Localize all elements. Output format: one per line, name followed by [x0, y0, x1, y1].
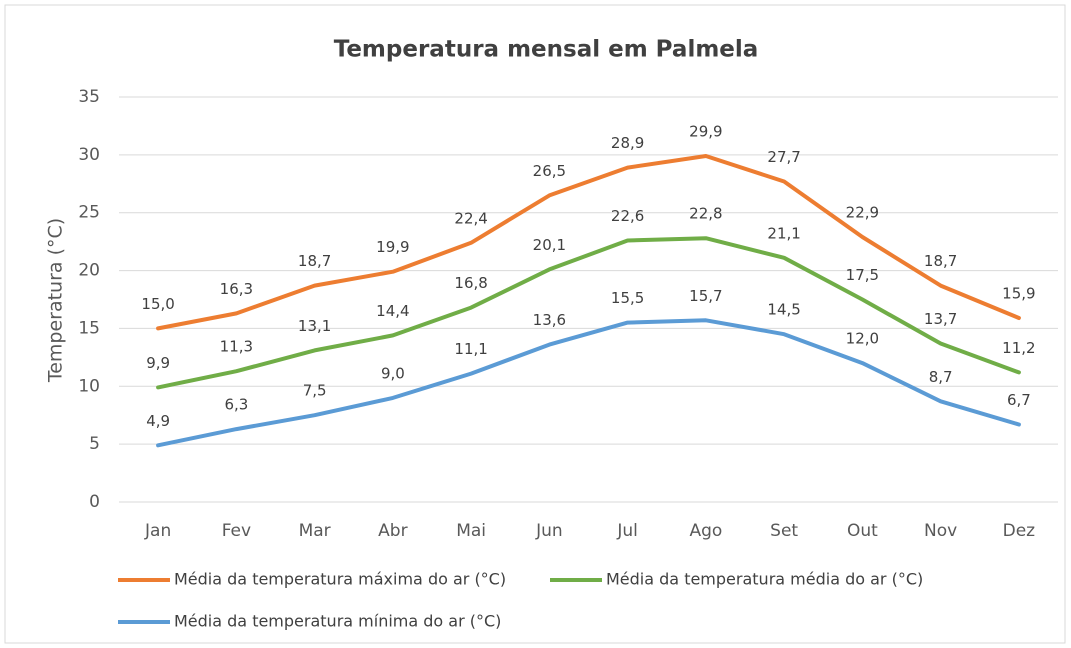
y-axis-label: Temperatura (°C) [45, 218, 67, 383]
data-label: 6,3 [224, 396, 248, 414]
y-tick-label: 10 [78, 376, 100, 396]
data-label: 9,0 [381, 364, 405, 382]
data-label: 14,5 [767, 301, 800, 319]
legend-label: Média da temperatura máxima do ar (°C) [174, 570, 506, 589]
data-label: 13,7 [924, 310, 957, 328]
x-tick-label: Dez [1003, 521, 1036, 541]
x-tick-label: Out [847, 521, 878, 541]
series-line [156, 318, 1021, 448]
data-label: 22,6 [611, 207, 644, 225]
y-tick-label: 20 [78, 261, 100, 281]
data-label: 15,0 [141, 295, 174, 313]
data-label: 22,9 [846, 204, 879, 222]
x-tick-label: Mar [299, 521, 331, 541]
data-label: 13,6 [533, 311, 566, 329]
data-label: 28,9 [611, 134, 644, 152]
data-label: 26,5 [533, 162, 566, 180]
data-label: 13,1 [298, 317, 331, 335]
data-label: 22,8 [689, 205, 722, 223]
data-label: 4,9 [146, 412, 170, 430]
y-tick-label: 30 [78, 145, 100, 165]
data-label: 15,9 [1002, 285, 1035, 303]
data-label: 14,4 [376, 302, 409, 320]
data-label: 19,9 [376, 238, 409, 256]
chart-title: Temperatura mensal em Palmela [334, 37, 759, 63]
legend-label: Média da temperatura mínima do ar (°C) [174, 612, 501, 631]
data-label: 9,9 [146, 354, 170, 372]
data-label: 27,7 [767, 148, 800, 166]
data-label: 12,0 [846, 330, 879, 348]
y-tick-label: 15 [78, 318, 100, 338]
data-label: 20,1 [533, 236, 566, 254]
x-tick-label: Jun [535, 521, 563, 541]
data-label: 21,1 [767, 224, 800, 242]
series-line [156, 154, 1021, 331]
x-tick-label: Jul [616, 521, 638, 541]
y-tick-label: 25 [78, 203, 100, 223]
data-label: 6,7 [1007, 391, 1031, 409]
x-tick-label: Jan [144, 521, 171, 541]
legend-label: Média da temperatura média do ar (°C) [606, 570, 923, 589]
data-label: 16,3 [220, 280, 253, 298]
data-label: 11,3 [220, 338, 253, 356]
x-tick-label: Mai [456, 521, 486, 541]
data-label: 11,1 [454, 340, 487, 358]
data-label: 8,7 [929, 368, 953, 386]
data-label: 7,5 [303, 382, 327, 400]
x-tick-label: Ago [689, 521, 722, 541]
x-tick-label: Set [770, 521, 798, 541]
x-tick-label: Nov [924, 521, 957, 541]
y-tick-label: 35 [78, 87, 100, 107]
x-tick-label: Abr [378, 521, 407, 541]
data-label: 11,2 [1002, 339, 1035, 357]
data-label: 15,5 [611, 289, 644, 307]
y-tick-label: 5 [89, 434, 100, 454]
series-line [156, 236, 1021, 390]
data-label: 29,9 [689, 123, 722, 141]
data-label: 18,7 [298, 252, 331, 270]
y-tick-label: 0 [89, 492, 100, 512]
x-tick-label: Fev [222, 521, 251, 541]
data-label: 18,7 [924, 252, 957, 270]
data-label: 22,4 [454, 209, 487, 227]
data-label: 17,5 [846, 266, 879, 284]
data-label: 15,7 [689, 287, 722, 305]
data-label: 16,8 [454, 274, 487, 292]
